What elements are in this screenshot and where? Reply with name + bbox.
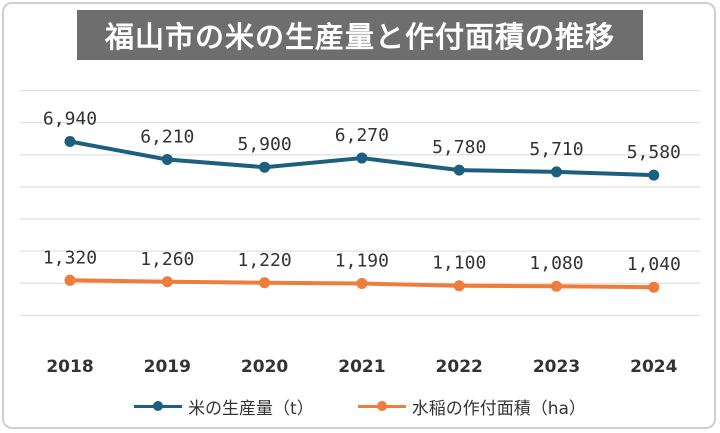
legend-item-area: 水稲の作付面積（ha） [357,394,586,419]
data-point-production [356,152,368,164]
data-point-production [161,154,173,166]
legend-swatch-area [357,399,406,413]
data-point-production [551,166,562,178]
chart-title-box: 福山市の米の生産量と作付面積の推移 [77,10,643,60]
x-tick-label: 2020 [241,357,288,377]
data-label-area: 1,260 [140,249,194,270]
legend-swatch-production [134,399,183,413]
data-label-production: 6,940 [43,109,97,130]
data-point-area [64,274,76,286]
chart-title: 福山市の米の生産量と作付面積の推移 [104,20,615,54]
data-label-production: 5,780 [432,137,486,158]
legend-label-area: 水稲の作付面積（ha） [411,398,586,419]
data-point-area [356,278,368,290]
x-tick-label: 2024 [630,357,677,377]
data-label-area: 1,220 [238,250,292,271]
data-point-production [648,169,660,181]
data-label-production: 5,900 [238,134,292,155]
series-group: 6,940 6,210 5,900 6,270 5,780 5,710 5,580 1,320… [43,109,681,293]
data-label-area: 1,320 [43,247,97,268]
x-tick-label: 2023 [533,357,580,377]
legend: 米の生産量（t） 水稲の作付面積（ha） [0,392,720,420]
data-label-production: 6,210 [140,127,194,148]
chart-frame [2,2,716,429]
x-tick-label: 2019 [144,357,191,377]
data-point-production [259,161,271,173]
data-point-area [551,280,562,292]
x-tick-label: 2018 [46,357,93,377]
data-point-area [161,276,173,288]
data-point-area [453,280,465,292]
x-tick-label: 2021 [338,357,385,377]
x-axis-tick-labels: 2018 2019 2020 2021 2022 2023 2024 [46,357,677,377]
data-label-production: 5,580 [627,142,681,163]
data-label-area: 1,040 [627,254,681,275]
data-label-area: 1,100 [432,253,486,274]
legend-label-production: 米の生産量（t） [188,398,314,419]
data-point-production [64,136,76,148]
data-label-area: 1,190 [335,251,389,272]
legend-item-production: 米の生産量（t） [134,394,314,419]
data-label-production: 6,270 [335,125,389,146]
data-point-production [453,164,465,176]
x-tick-label: 2022 [436,357,483,377]
data-label-area: 1,080 [529,253,583,274]
data-point-area [259,277,271,289]
data-label-production: 5,710 [529,139,583,160]
data-point-area [648,281,660,293]
